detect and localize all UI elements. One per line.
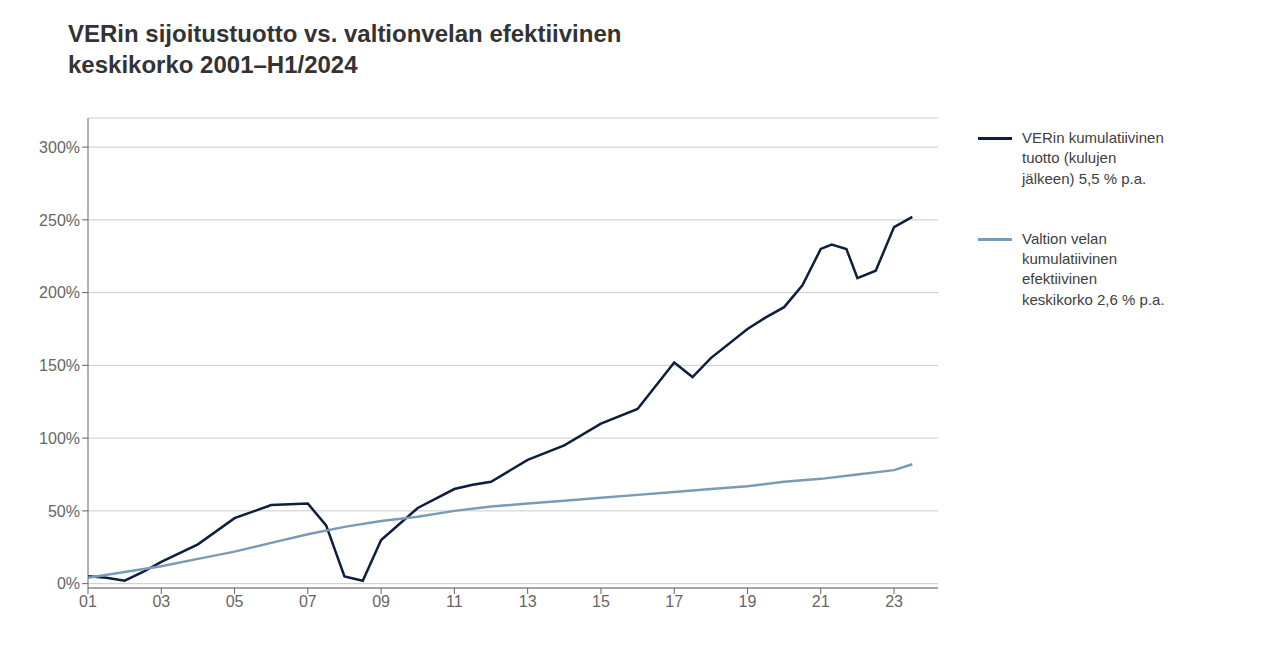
svg-text:200%: 200%: [39, 284, 80, 301]
html-text:VERin sijoitustuotto vs. valti: VERin sijoitustuotto vs. valtionvelan ef…: [68, 20, 622, 79]
svg-text:19: 19: [739, 593, 757, 610]
svg-text:03: 03: [152, 593, 170, 610]
svg-text:13: 13: [519, 593, 537, 610]
html-text:Valtion velan kumulatiivinen e: Valtion velan kumulatiivinen efektiivine…: [1022, 229, 1165, 308]
svg-text:01: 01: [79, 593, 97, 610]
svg-text:05: 05: [226, 593, 244, 610]
html-text:VERin kumulatiivinen tuotto (k: VERin kumulatiivinen tuotto (kulujen jäl…: [1022, 129, 1164, 187]
svg-text:17: 17: [665, 593, 683, 610]
svg-text:11: 11: [446, 593, 463, 610]
svg-text:21: 21: [812, 593, 830, 610]
svg-text:150%: 150%: [39, 357, 80, 374]
svg-text:50%: 50%: [48, 503, 80, 520]
svg-text:250%: 250%: [39, 212, 80, 229]
svg-text:0%: 0%: [57, 575, 80, 592]
svg-text:15: 15: [592, 593, 610, 610]
svg-text:09: 09: [372, 593, 390, 610]
svg-text:300%: 300%: [39, 139, 80, 156]
svg-text:23: 23: [885, 593, 903, 610]
svg-text:100%: 100%: [39, 430, 80, 447]
svg-text:07: 07: [299, 593, 317, 610]
